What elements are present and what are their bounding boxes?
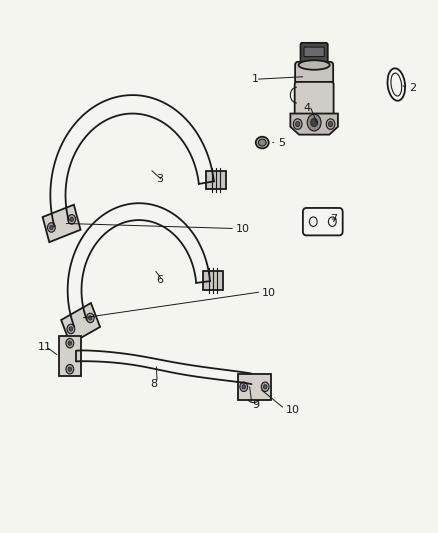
Text: 10: 10 [286,405,300,415]
Circle shape [88,316,92,320]
Circle shape [296,122,300,127]
FancyBboxPatch shape [300,43,328,68]
Circle shape [242,385,246,389]
Circle shape [70,217,74,222]
Circle shape [67,324,75,334]
Polygon shape [203,271,223,290]
Circle shape [68,367,71,372]
Polygon shape [59,336,81,376]
Circle shape [293,119,302,130]
Text: 3: 3 [156,174,163,184]
FancyBboxPatch shape [304,47,324,56]
Polygon shape [61,303,100,344]
Text: 6: 6 [156,274,163,285]
Text: 11: 11 [38,342,52,352]
Polygon shape [42,205,81,242]
Text: 7: 7 [331,214,338,224]
Circle shape [326,119,335,130]
Text: 10: 10 [236,223,250,233]
Circle shape [240,382,247,392]
Circle shape [69,327,73,331]
Circle shape [66,338,74,348]
FancyBboxPatch shape [295,62,333,90]
Circle shape [68,341,71,345]
Text: 4: 4 [304,103,311,114]
Circle shape [86,313,94,322]
Text: 1: 1 [251,74,258,84]
Circle shape [307,114,321,131]
Circle shape [68,215,76,224]
Polygon shape [290,114,338,135]
Ellipse shape [258,139,266,146]
Polygon shape [206,171,226,190]
Text: 10: 10 [262,288,276,298]
Text: 9: 9 [253,400,260,410]
Circle shape [328,122,333,127]
Text: 8: 8 [150,378,157,389]
Text: 5: 5 [278,138,285,148]
Text: 2: 2 [409,83,417,93]
Circle shape [47,223,55,232]
Circle shape [49,225,53,230]
Ellipse shape [256,137,269,148]
Circle shape [66,365,74,374]
FancyBboxPatch shape [295,82,334,116]
Polygon shape [238,374,271,400]
Circle shape [311,118,318,127]
Circle shape [261,382,269,392]
Ellipse shape [299,60,330,70]
Circle shape [263,385,267,389]
